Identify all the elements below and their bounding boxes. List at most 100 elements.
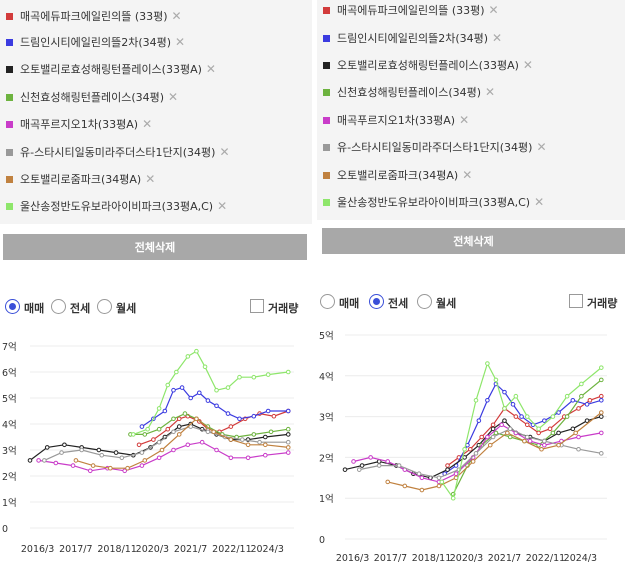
data-point[interactable] (285, 450, 291, 455)
data-point[interactable] (142, 458, 148, 463)
data-point[interactable] (342, 467, 348, 472)
data-point[interactable] (228, 437, 234, 442)
data-point[interactable] (159, 447, 165, 453)
radio-sale[interactable] (320, 294, 335, 309)
data-point[interactable] (113, 450, 119, 455)
data-point[interactable] (171, 387, 176, 393)
data-point[interactable] (556, 430, 561, 436)
data-point[interactable] (599, 430, 604, 436)
data-point[interactable] (214, 447, 219, 453)
radio-monthly[interactable] (97, 299, 112, 314)
data-point[interactable] (576, 406, 581, 411)
data-point[interactable] (179, 385, 185, 390)
data-point[interactable] (251, 413, 257, 419)
data-point[interactable] (490, 426, 496, 432)
data-point[interactable] (356, 467, 362, 472)
data-point[interactable] (450, 495, 456, 501)
volume-checkbox[interactable] (569, 294, 583, 308)
data-point[interactable] (245, 442, 251, 448)
data-point[interactable] (27, 458, 33, 463)
data-point[interactable] (185, 354, 191, 359)
data-point[interactable] (487, 442, 493, 448)
data-point[interactable] (131, 432, 136, 437)
data-point[interactable] (165, 382, 171, 388)
data-point[interactable] (199, 439, 205, 445)
data-point[interactable] (479, 434, 484, 440)
data-point[interactable] (436, 483, 442, 489)
data-point[interactable] (214, 387, 219, 393)
data-point[interactable] (42, 458, 47, 463)
data-point[interactable] (493, 430, 499, 436)
data-point[interactable] (396, 463, 402, 468)
data-point[interactable] (79, 447, 84, 453)
data-point[interactable] (36, 458, 41, 463)
remove-icon[interactable]: ✕ (145, 172, 156, 186)
data-point[interactable] (576, 446, 581, 452)
data-point[interactable] (285, 408, 291, 414)
data-point[interactable] (237, 416, 242, 422)
data-point[interactable] (573, 430, 578, 436)
data-point[interactable] (122, 468, 127, 474)
data-point[interactable] (499, 422, 504, 428)
remove-icon[interactable]: ✕ (462, 168, 473, 182)
data-point[interactable] (228, 455, 234, 461)
data-point[interactable] (579, 381, 584, 387)
data-point[interactable] (402, 483, 408, 489)
volume-checkbox[interactable] (250, 299, 264, 313)
data-point[interactable] (519, 414, 524, 419)
data-point[interactable] (539, 446, 544, 452)
data-point[interactable] (485, 434, 490, 440)
data-point[interactable] (524, 434, 530, 440)
data-point[interactable] (599, 410, 604, 415)
data-point[interactable] (564, 393, 570, 399)
data-point[interactable] (385, 479, 391, 485)
data-point[interactable] (139, 424, 145, 429)
remove-icon[interactable]: ✕ (171, 9, 182, 23)
data-point[interactable] (211, 429, 216, 435)
data-point[interactable] (245, 455, 251, 461)
data-point[interactable] (599, 451, 604, 456)
data-point[interactable] (44, 445, 50, 450)
data-point[interactable] (599, 414, 604, 419)
data-point[interactable] (550, 414, 556, 419)
data-point[interactable] (476, 418, 482, 423)
data-point[interactable] (156, 455, 162, 461)
data-point[interactable] (171, 429, 176, 435)
data-point[interactable] (176, 416, 182, 422)
data-point[interactable] (359, 463, 365, 468)
data-point[interactable] (376, 463, 382, 468)
data-point[interactable] (214, 403, 219, 409)
data-point[interactable] (502, 418, 507, 423)
data-point[interactable] (493, 377, 499, 383)
data-point[interactable] (570, 397, 576, 403)
radio-jeonse[interactable] (51, 299, 66, 314)
data-point[interactable] (182, 411, 188, 416)
data-point[interactable] (205, 429, 211, 435)
data-point[interactable] (136, 442, 142, 448)
data-point[interactable] (584, 402, 590, 407)
data-point[interactable] (522, 438, 527, 444)
data-point[interactable] (271, 413, 277, 419)
remove-icon[interactable]: ✕ (205, 62, 216, 76)
data-point[interactable] (251, 374, 257, 380)
data-point[interactable] (510, 402, 516, 407)
data-point[interactable] (90, 463, 96, 468)
remove-icon[interactable]: ✕ (459, 113, 470, 127)
data-point[interactable] (473, 397, 479, 403)
data-point[interactable] (576, 434, 581, 440)
data-point[interactable] (225, 411, 231, 416)
data-point[interactable] (468, 446, 473, 452)
data-point[interactable] (73, 458, 79, 463)
data-point[interactable] (599, 377, 604, 383)
data-point[interactable] (419, 475, 425, 481)
data-point[interactable] (439, 479, 445, 485)
data-point[interactable] (564, 414, 570, 419)
data-point[interactable] (165, 426, 171, 432)
data-point[interactable] (285, 426, 291, 432)
data-point[interactable] (87, 468, 93, 474)
data-point[interactable] (251, 432, 257, 437)
data-point[interactable] (542, 418, 547, 423)
data-point[interactable] (62, 442, 67, 448)
data-point[interactable] (416, 471, 422, 477)
remove-icon[interactable]: ✕ (217, 199, 228, 213)
